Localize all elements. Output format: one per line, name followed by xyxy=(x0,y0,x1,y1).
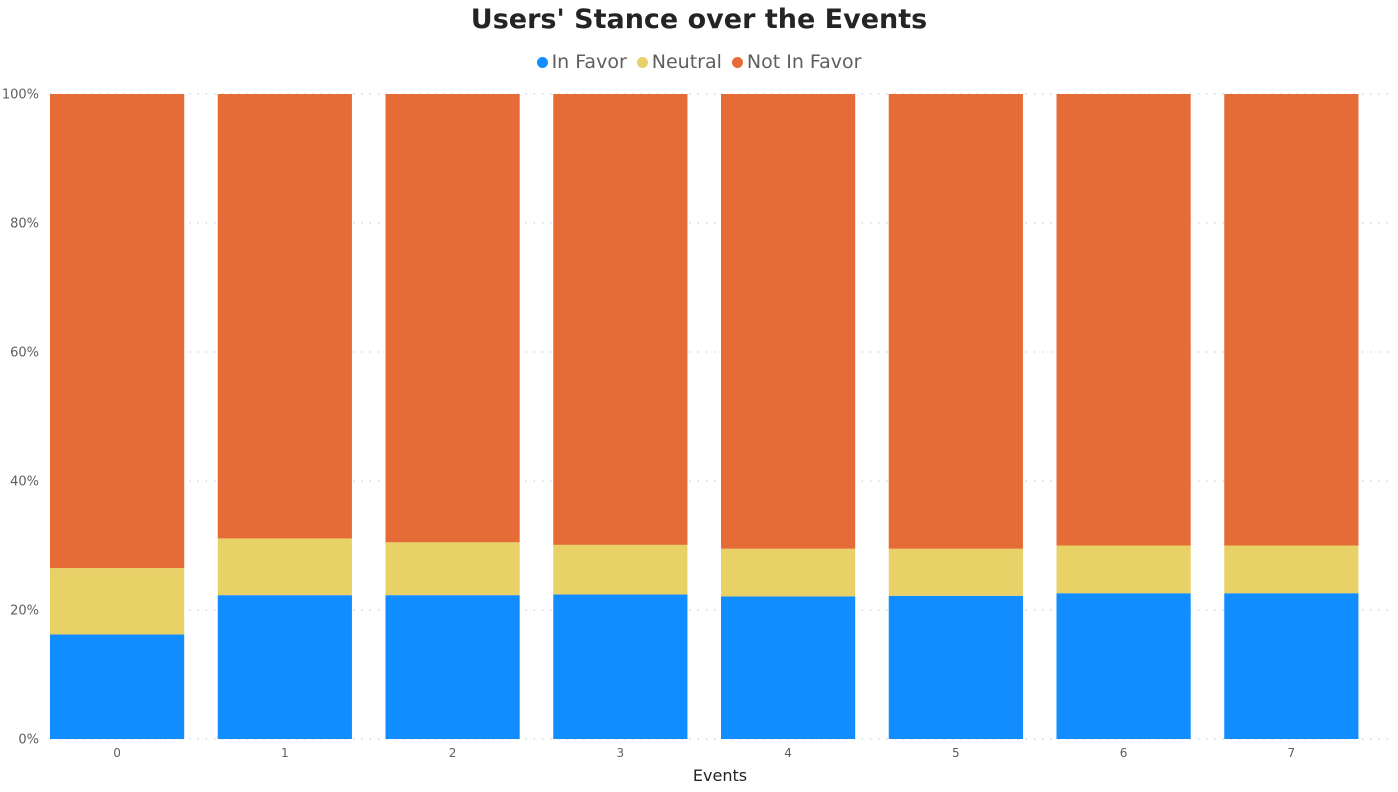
legend-label-in-favor: In Favor xyxy=(551,51,627,73)
chart-title: Users' Stance over the Events xyxy=(470,4,928,35)
x-tick-label: 0 xyxy=(113,746,121,760)
bar-segment xyxy=(50,634,185,739)
bar-segment xyxy=(721,596,856,739)
x-axis-title: Events xyxy=(692,766,748,785)
x-tick-label: 6 xyxy=(1120,746,1128,760)
legend-item-in-favor[interactable]: In Favor xyxy=(536,51,627,73)
legend-marker-neutral-icon xyxy=(636,56,648,68)
legend-marker-not-in-favor-icon xyxy=(731,56,743,68)
legend-item-neutral[interactable]: Neutral xyxy=(636,51,722,73)
chart-legend: In Favor Neutral Not In Favor xyxy=(0,51,1398,73)
y-tick-label: 40% xyxy=(10,475,39,490)
bar-segment xyxy=(553,544,688,595)
bar-segment xyxy=(888,548,1023,596)
bar-segment xyxy=(385,542,520,596)
legend-item-not-in-favor[interactable]: Not In Favor xyxy=(731,51,862,73)
legend-marker-in-favor-icon xyxy=(536,56,548,68)
bar-segment xyxy=(1056,593,1191,739)
x-tick-label: 5 xyxy=(952,746,960,760)
bar-segment xyxy=(217,94,352,539)
bar-segment xyxy=(721,94,856,549)
x-tick-label: 1 xyxy=(281,746,289,760)
bar-segment xyxy=(50,94,185,569)
bar-segment xyxy=(217,595,352,739)
legend-label-not-in-favor: Not In Favor xyxy=(746,51,862,73)
bar-segment xyxy=(1224,94,1359,546)
bar-segment xyxy=(1056,94,1191,546)
bar-segment xyxy=(50,568,185,635)
y-tick-label: 20% xyxy=(10,604,39,619)
bar-segment xyxy=(888,94,1023,549)
bar-segment xyxy=(553,94,688,545)
bar-segment xyxy=(1056,545,1191,594)
bar-segment xyxy=(385,595,520,739)
bar-segment xyxy=(553,594,688,739)
bar-segment xyxy=(1224,593,1359,739)
bar-segment xyxy=(385,94,520,543)
y-tick-label: 100% xyxy=(2,88,39,103)
bar-segment xyxy=(721,548,856,597)
bar-segment xyxy=(888,595,1023,739)
x-tick-label: 3 xyxy=(617,746,625,760)
bar-segment xyxy=(217,538,352,596)
legend-label-neutral: Neutral xyxy=(651,51,722,73)
x-tick-label: 4 xyxy=(784,746,792,760)
bar-segment xyxy=(1224,545,1359,594)
y-tick-label: 0% xyxy=(18,733,39,748)
y-tick-label: 80% xyxy=(10,217,39,232)
x-tick-label: 7 xyxy=(1288,746,1296,760)
y-tick-label: 60% xyxy=(10,346,39,361)
x-tick-label: 2 xyxy=(449,746,457,760)
